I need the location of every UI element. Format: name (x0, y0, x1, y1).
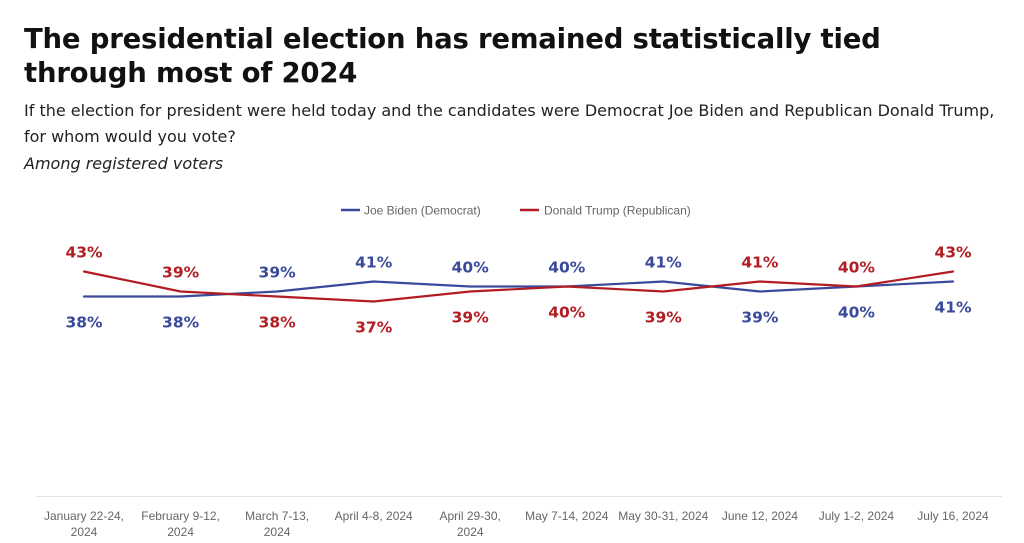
chart-subtitle: If the election for president were held … (24, 101, 995, 146)
data-label: 43% (934, 244, 972, 262)
data-label: 40% (548, 259, 586, 277)
data-label: 41% (741, 254, 779, 272)
x-tick-label: July 1-2, 2024 (819, 509, 895, 523)
x-tick-label: February 9-12, 2024 (141, 509, 220, 539)
x-tick-label: May 30-31, 2024 (618, 509, 708, 523)
x-tick-label: April 4-8, 2024 (335, 509, 413, 523)
series-lines (82, 270, 955, 303)
data-label: 41% (934, 299, 972, 317)
data-label: 39% (259, 264, 297, 282)
x-tick-labels: January 22-24, 2024 February 9-12, 2024 Marc… (44, 509, 989, 539)
data-label: 37% (355, 319, 393, 337)
data-label: 41% (645, 254, 683, 272)
data-label: 43% (65, 244, 103, 262)
data-label: 39% (645, 309, 683, 327)
x-tick-label: May 7-14, 2024 (525, 509, 609, 523)
data-label: 40% (452, 259, 490, 277)
data-label: 40% (838, 304, 876, 322)
data-label: 40% (838, 259, 876, 277)
data-labels: 38% 43% 38% 39% 39% 38% 41% 37% 40% 39% 40% 40% 41% 3… (65, 244, 972, 337)
data-label: 38% (65, 314, 103, 332)
data-label: 39% (162, 264, 200, 282)
data-label: 41% (355, 254, 393, 272)
data-label: 39% (452, 309, 490, 327)
legend-label: Donald Trump (Republican) (544, 204, 691, 218)
x-tick-label: January 22-24, 2024 (44, 509, 124, 539)
x-tick-label: June 12, 2024 (722, 509, 798, 523)
x-tick-label: July 16, 2024 (917, 509, 989, 523)
legend: Joe Biden (Democrat) Donald Trump (Republ… (341, 204, 691, 218)
data-label: 38% (162, 314, 200, 332)
x-tick-label: April 29-30, 2024 (440, 509, 501, 539)
chart-title: The presidential election has remained s… (24, 23, 881, 89)
data-label: 39% (741, 309, 779, 327)
data-label: 40% (548, 304, 586, 322)
chart-note: Among registered voters (24, 154, 224, 173)
legend-label: Joe Biden (Democrat) (364, 204, 481, 218)
x-tick-label: March 7-13, 2024 (245, 509, 309, 539)
series-line (82, 270, 955, 303)
data-label: 38% (259, 314, 297, 332)
